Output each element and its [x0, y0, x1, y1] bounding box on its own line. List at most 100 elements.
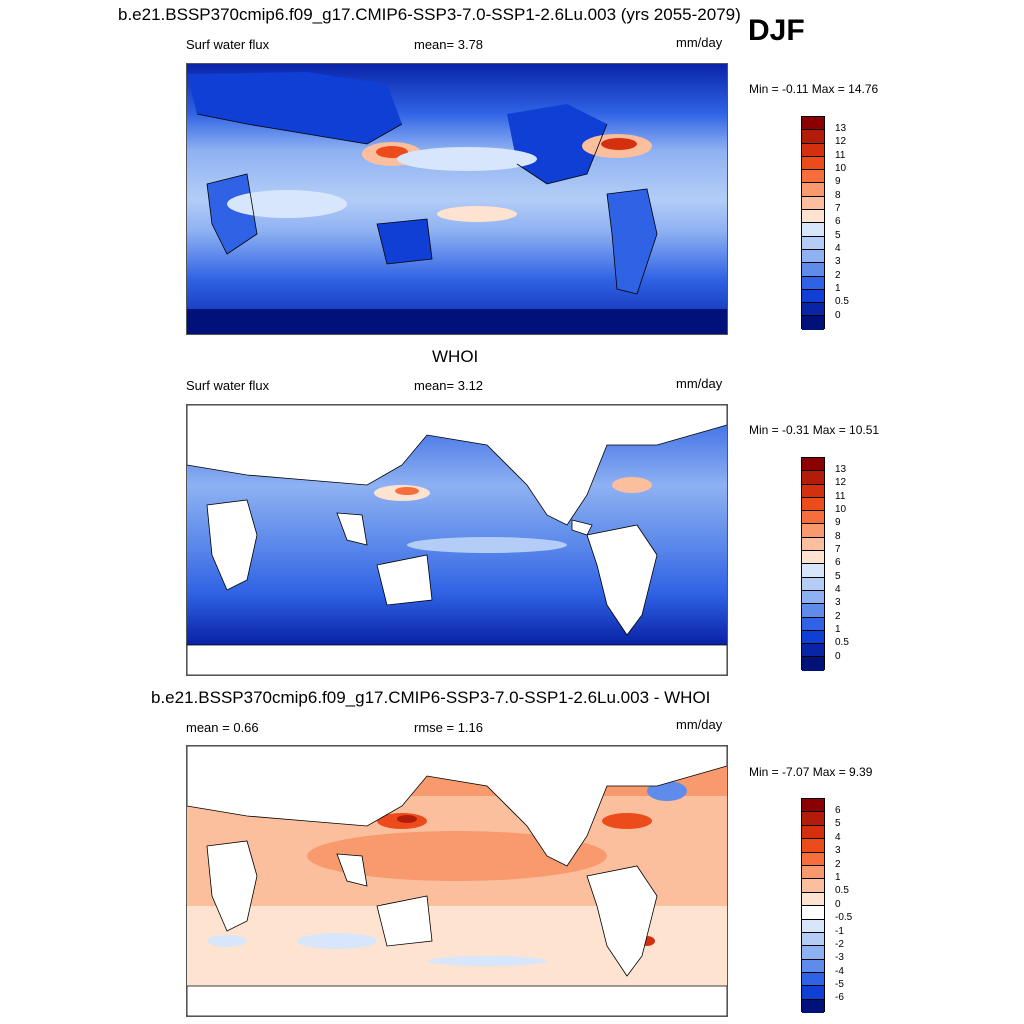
colorbar-tick: 8 [835, 531, 841, 542]
panel3-colorbar-swatch [802, 906, 824, 920]
colorbar-tick: 0 [835, 651, 841, 662]
panel1-colorbar-swatch [802, 156, 824, 171]
colorbar-tick: 10 [835, 504, 847, 515]
panel3-colorbar-swatch [802, 799, 824, 813]
colorbar-tick: 3 [835, 597, 841, 608]
panel1-colorbar-swatch [802, 210, 824, 224]
panel2-colorbar-swatch [802, 564, 824, 578]
panel2-colorbar-swatch [802, 604, 824, 618]
panel1-colorbar-swatch [802, 316, 824, 330]
panel3-colorbar-swatch [802, 919, 824, 933]
colorbar-tick: 13 [835, 464, 847, 475]
panel3-map [186, 745, 728, 1017]
panel3-colorbar-swatch [802, 852, 824, 866]
colorbar-tick: 10 [835, 163, 847, 174]
panel2-title: WHOI [432, 347, 479, 366]
colorbar-tick: 1 [835, 624, 841, 635]
colorbar-tick: 1 [835, 283, 841, 294]
panel3-colorbar-swatch [802, 986, 824, 1000]
colorbar-tick: -0.5 [835, 912, 853, 923]
panel3-colorbar-swatch [802, 839, 824, 853]
panel1-colorbar-swatch [802, 170, 824, 184]
colorbar-tick: 11 [835, 491, 846, 502]
colorbar-tick: 9 [835, 176, 841, 187]
colorbar-tick: 11 [835, 150, 846, 161]
colorbar-tick: 4 [835, 832, 841, 843]
colorbar-tick: 0.5 [835, 637, 849, 648]
panel2-colorbar [801, 457, 825, 671]
colorbar-tick: 9 [835, 517, 841, 528]
colorbar-tick: -6 [835, 992, 844, 1003]
colorbar-tick: 7 [835, 203, 841, 214]
panel3-rmse-label: rmse = 1.16 [414, 720, 484, 735]
panel3-minmax-label: Min = -7.07 Max = 9.39 [749, 765, 873, 779]
colorbar-tick: 4 [835, 584, 841, 595]
panel3-colorbar-swatch [802, 999, 824, 1014]
panel3-units-label: mm/day [676, 717, 723, 732]
panel2-colorbar-swatch [802, 644, 824, 658]
panel2-colorbar-swatch [802, 524, 824, 538]
colorbar-tick: 5 [835, 230, 841, 241]
panel2-colorbar-swatch [802, 577, 824, 591]
panel1-units-label: mm/day [676, 35, 723, 50]
colorbar-tick: 8 [835, 190, 841, 201]
colorbar-tick: -2 [835, 939, 844, 950]
colorbar-tick: 6 [835, 557, 841, 568]
panel2-colorbar-swatch [802, 497, 824, 512]
colorbar-tick: 6 [835, 805, 841, 816]
panel1-minmax-label: Min = -0.11 Max = 14.76 [749, 82, 879, 96]
panel2-colorbar-swatch [802, 511, 824, 525]
colorbar-tick: -4 [835, 966, 844, 977]
panel3-colorbar-swatch [802, 946, 824, 960]
panel3-colorbar-swatch [802, 959, 824, 974]
panel2-colorbar-swatch [802, 590, 824, 605]
panel3-colorbar-swatch [802, 973, 824, 987]
panel1-colorbar [801, 116, 825, 330]
panel3-colorbar-swatch [802, 892, 824, 907]
colorbar-tick: 0.5 [835, 296, 849, 307]
panel3-colorbar-swatch [802, 932, 824, 947]
colorbar-tick: 7 [835, 544, 841, 555]
panel1-colorbar-swatch [802, 143, 824, 157]
panel1-colorbar-swatch [802, 183, 824, 197]
colorbar-tick: 0 [835, 310, 841, 321]
colorbar-tick: 5 [835, 818, 841, 829]
panel3-colorbar-swatch [802, 865, 824, 880]
panel2-colorbar-swatch [802, 630, 824, 645]
panel2-colorbar-swatch [802, 458, 824, 472]
panel3-title: b.e21.BSSP370cmip6.f09_g17.CMIP6-SSP3-7.… [151, 688, 711, 707]
panel3-colorbar-swatch [802, 812, 824, 826]
colorbar-tick: -3 [835, 952, 844, 963]
colorbar-tick: 12 [835, 477, 847, 488]
panel2-colorbar-swatch [802, 537, 824, 552]
panel3-mean-label: mean = 0.66 [186, 720, 259, 735]
colorbar-tick: 12 [835, 136, 847, 147]
panel1-map [186, 63, 728, 335]
panel2-minmax-label: Min = -0.31 Max = 10.51 [749, 423, 880, 437]
colorbar-tick: 4 [835, 243, 841, 254]
colorbar-tick: 0 [835, 899, 841, 910]
colorbar-tick: 2 [835, 611, 841, 622]
panel1-colorbar-swatch [802, 223, 824, 237]
colorbar-tick: 2 [835, 270, 841, 281]
panel1-colorbar-swatch [802, 303, 824, 317]
panel1-variable-label: Surf water flux [186, 37, 270, 52]
colorbar-tick: 0.5 [835, 885, 849, 896]
colorbar-tick: 3 [835, 845, 841, 856]
panel1-colorbar-swatch [802, 249, 824, 264]
panel3-colorbar-swatch [802, 879, 824, 893]
colorbar-tick: 6 [835, 216, 841, 227]
panel1-colorbar-swatch [802, 117, 824, 131]
season-label: DJF [748, 14, 805, 47]
colorbar-tick: 2 [835, 859, 841, 870]
panel2-colorbar-swatch [802, 551, 824, 565]
panel1-colorbar-swatch [802, 263, 824, 277]
panel1-colorbar-swatch [802, 289, 824, 304]
colorbar-tick: -1 [835, 926, 844, 937]
panel2-mean-label: mean= 3.12 [414, 378, 484, 393]
panel1-colorbar-swatch [802, 130, 824, 144]
panel2-colorbar-swatch [802, 471, 824, 485]
panel1-colorbar-swatch [802, 276, 824, 290]
panel3-colorbar-swatch [802, 825, 824, 840]
panel2-colorbar-swatch [802, 617, 824, 631]
